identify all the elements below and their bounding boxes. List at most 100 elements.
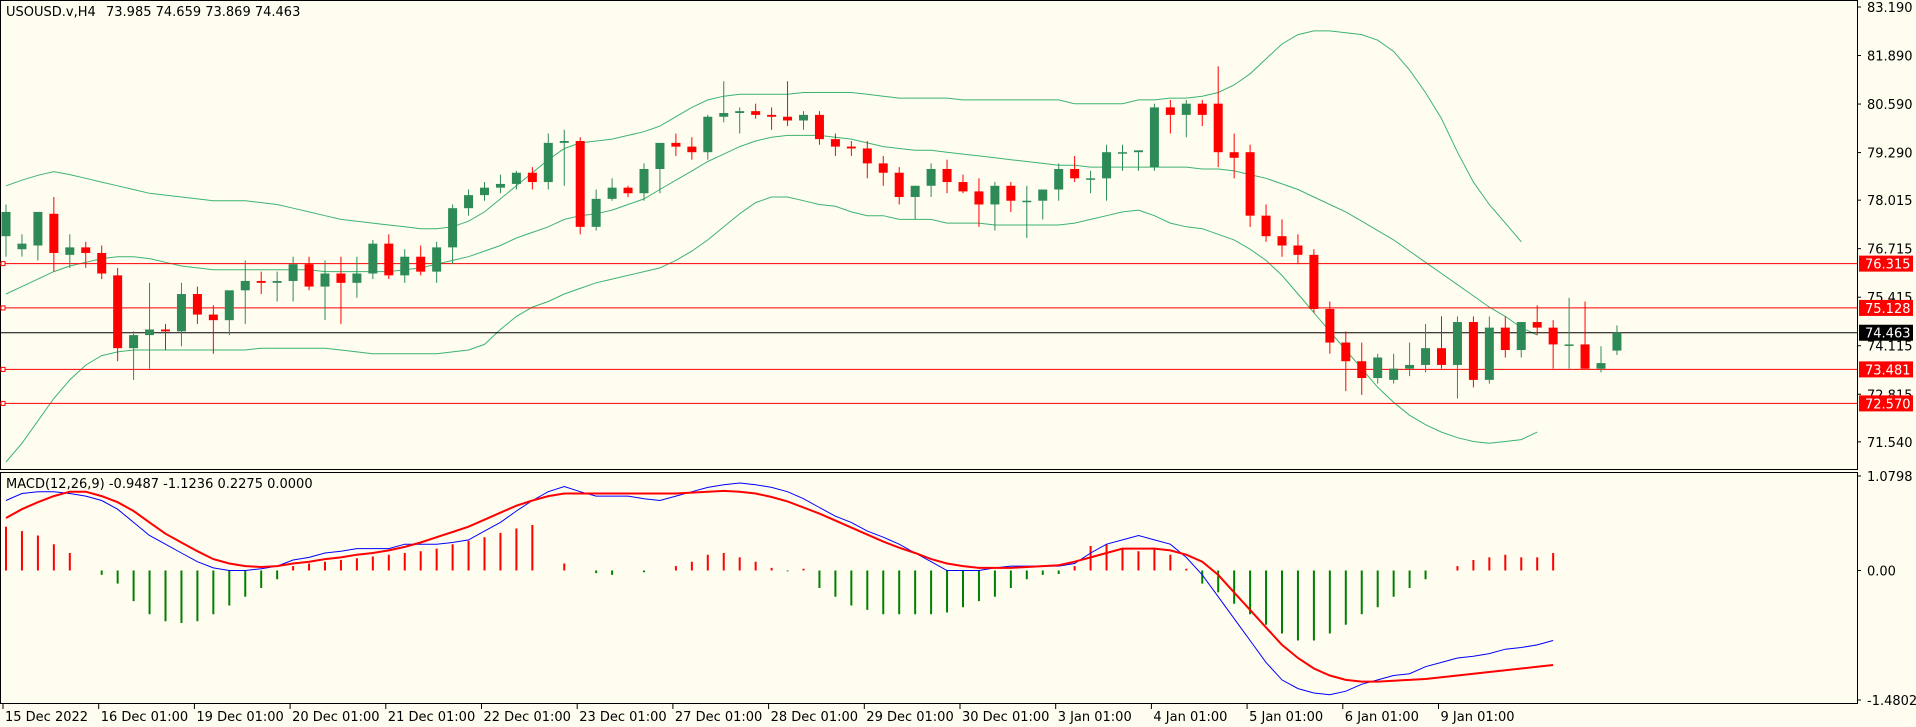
candle-body <box>448 208 458 248</box>
current-price-tag <box>1859 324 1913 341</box>
candle-body <box>926 168 936 186</box>
candle-body <box>1102 152 1112 179</box>
candle <box>368 239 378 280</box>
candle-body <box>639 168 649 194</box>
candle <box>480 182 489 201</box>
candle <box>942 159 952 194</box>
candle-body <box>129 335 139 349</box>
time-axis-label: 19 Dec 01:00 <box>196 710 283 725</box>
candle-body <box>1373 357 1383 379</box>
candle-body <box>480 187 489 196</box>
level-anchor <box>0 400 6 406</box>
candle <box>288 256 298 302</box>
time-axis-label: 6 Jan 01:00 <box>1345 710 1419 725</box>
candle-body <box>352 273 362 283</box>
level-price-label: 72.570 <box>1865 397 1911 412</box>
candle-body <box>910 185 920 197</box>
level-price-tag <box>1859 361 1913 378</box>
level-price-label: 76.315 <box>1865 258 1911 273</box>
candle <box>33 211 43 261</box>
candle <box>81 241 91 268</box>
candle-body <box>1612 332 1622 351</box>
candle-body <box>1389 368 1399 380</box>
time-axis-label: 16 Dec 01:00 <box>101 710 188 725</box>
candle-body <box>368 243 378 274</box>
candle-body <box>958 182 968 192</box>
candle <box>1516 322 1526 358</box>
candle <box>192 286 202 324</box>
candle-body <box>416 256 426 272</box>
candle <box>1548 320 1558 369</box>
candle <box>1070 155 1080 183</box>
candle-body <box>336 273 346 283</box>
time-axis: 15 Dec 2022 16 Dec 01:00 19 Dec 01:00 20 De… <box>2 704 1515 725</box>
candle <box>607 178 617 201</box>
bollinger-upper-line <box>5 30 1522 243</box>
candle-body <box>894 172 904 197</box>
candle-body <box>176 294 186 332</box>
candle <box>767 107 777 130</box>
candle <box>208 305 218 354</box>
bollinger-lower-line <box>5 196 1538 463</box>
candle-body <box>384 243 394 276</box>
candle <box>926 163 936 197</box>
candle <box>623 185 633 197</box>
time-axis-label: 20 Dec 01:00 <box>292 710 379 725</box>
macd-axis-label: 0.00 <box>1867 564 1896 579</box>
candle-body <box>1213 103 1223 153</box>
candle <box>639 163 649 201</box>
candle-body <box>1197 103 1207 115</box>
candle-body <box>1006 185 1016 201</box>
macd-signal-line <box>5 489 1554 683</box>
candle-body <box>575 140 585 227</box>
candle <box>527 167 537 190</box>
candle <box>161 323 170 351</box>
candle-body <box>1165 107 1175 115</box>
candle-body <box>846 146 856 149</box>
time-axis-label: 4 Jan 01:00 <box>1153 710 1227 725</box>
candle-body <box>320 273 330 287</box>
macd-axis-label: 1.0798 <box>1867 470 1913 485</box>
candle <box>304 256 314 291</box>
candle-body <box>878 163 888 173</box>
price-axis-label: 83.190 <box>1867 1 1913 16</box>
candle-body <box>1452 322 1462 365</box>
candle <box>1102 144 1112 201</box>
candle-body <box>1405 364 1415 369</box>
price-axis-label: 81.890 <box>1867 50 1913 65</box>
price-axis-label: 78.015 <box>1867 194 1913 209</box>
time-axis-label: 9 Jan 01:00 <box>1441 710 1515 725</box>
candle-body <box>974 191 984 205</box>
candle <box>1325 301 1335 354</box>
bollinger-bands <box>5 30 1538 463</box>
candle-body <box>1500 327 1510 351</box>
candle <box>97 245 107 280</box>
time-axis-label: 23 Dec 01:00 <box>579 710 666 725</box>
bollinger-middle-line <box>5 134 1538 336</box>
candle <box>1 204 11 257</box>
candle <box>1612 325 1622 355</box>
candle <box>990 182 1000 231</box>
candle <box>1405 342 1415 377</box>
candle <box>224 290 234 336</box>
candle-body <box>1484 327 1494 380</box>
candle <box>495 174 505 194</box>
candle-body <box>607 187 617 199</box>
candle-body <box>97 252 107 274</box>
candle-body <box>1341 342 1351 362</box>
candle <box>799 111 808 130</box>
candle-body <box>655 142 665 169</box>
candle-body <box>33 211 43 246</box>
candle-body <box>942 168 952 183</box>
macd-axis-label: -1.4802 <box>1867 694 1916 709</box>
level-anchor <box>0 305 6 311</box>
price-axis-label: 79.290 <box>1867 147 1913 162</box>
candle <box>719 81 729 123</box>
candle <box>1580 301 1590 369</box>
macd-pane-frame <box>0 472 1858 704</box>
time-axis-label: 22 Dec 01:00 <box>484 710 571 725</box>
candle-body <box>304 264 314 287</box>
candle <box>703 114 713 160</box>
candle-body <box>1261 215 1271 237</box>
